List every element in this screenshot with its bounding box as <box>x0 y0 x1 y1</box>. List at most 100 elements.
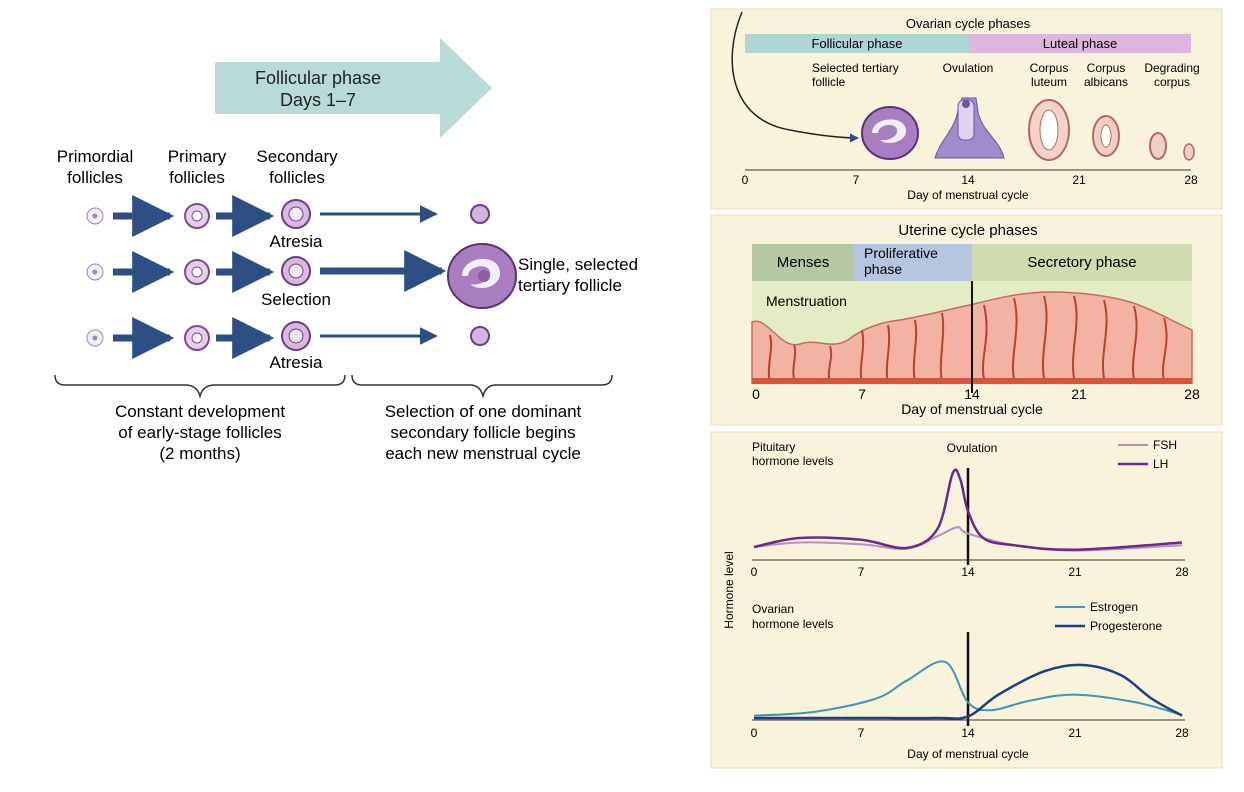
hormone-panel: Hormone level Pituitary hormone levels O… <box>710 431 1223 769</box>
pituitary-tick: 0 <box>751 565 758 579</box>
atretic-follicle <box>470 204 490 224</box>
ovarian-legend: Estrogen Progesterone <box>1055 600 1162 633</box>
ovarian-tick: 7 <box>853 173 860 187</box>
luteal-phase-label: Luteal phase <box>1043 36 1117 51</box>
corpus-luteum-label-1: Corpus <box>1030 61 1069 75</box>
ovarian-tick: 14 <box>961 173 975 187</box>
pituitary-legend: FSH LH <box>1118 438 1177 471</box>
estrogen-line <box>753 660 1183 717</box>
corpus-luteum-illustration <box>1028 99 1070 161</box>
legend-progesterone: Progesterone <box>1090 619 1162 633</box>
selection-label: Selection <box>261 290 331 309</box>
ovarian-cycle-panel: Ovarian cycle phases Follicular phase Lu… <box>710 8 1223 210</box>
uterine-tick: 21 <box>1071 386 1087 402</box>
secondary-label-1: Secondary <box>256 147 338 166</box>
pituitary-tick: 7 <box>858 565 865 579</box>
legend-lh: LH <box>1153 457 1168 471</box>
uterine-title: Uterine cycle phases <box>898 222 1037 239</box>
ovulation-illustration <box>934 97 1005 159</box>
secretory-bar <box>972 244 1192 281</box>
lh-line <box>753 468 1183 551</box>
primary-label-2: follicles <box>169 168 225 187</box>
follicular-phase-label: Follicular phase <box>811 36 902 51</box>
tertiary-label-2: tertiary follicle <box>518 276 622 295</box>
ovarian-tick: 21 <box>1072 173 1086 187</box>
menses-bar <box>752 244 854 281</box>
ovarian-hormone-tick: 14 <box>961 726 975 740</box>
ovarian-title: Ovarian cycle phases <box>906 16 1031 31</box>
uterine-xlabel: Day of menstrual cycle <box>901 401 1043 417</box>
atresia-label-bottom: Atresia <box>270 353 323 372</box>
tertiary-follicle <box>447 243 517 309</box>
ovarian-hormone-label-2: hormone levels <box>752 617 833 631</box>
atretic-follicle <box>470 326 490 346</box>
ovarian-hormone-tick: 7 <box>858 726 865 740</box>
primary-label-1: Primary <box>168 147 227 166</box>
brace-left <box>54 374 346 399</box>
ovarian-hormone-series <box>753 660 1183 720</box>
progesterone-line <box>754 663 1183 720</box>
ovarian-hormone-tick: 0 <box>751 726 758 740</box>
follicle-row-3: Atresia <box>86 317 490 372</box>
follicle-row-1: Atresia <box>86 195 490 251</box>
caption-right-3: each new menstrual cycle <box>385 444 581 463</box>
corpus-albicans-label-1: Corpus <box>1087 61 1126 75</box>
follicular-phase-bar <box>745 34 969 53</box>
primordial-label-1: Primordial <box>57 147 134 166</box>
atresia-label-top: Atresia <box>270 232 323 251</box>
left-follicle-panel: Follicular phase Days 1–7 Primordial fol… <box>54 38 638 463</box>
uterine-cycle-panel: Uterine cycle phases Menses Proliferativ… <box>710 214 1223 426</box>
proliferative-bar <box>854 244 972 281</box>
caption-right-2: secondary follicle begins <box>390 423 575 442</box>
pituitary-ovulation-label: Ovulation <box>947 441 998 455</box>
caption-left-2: of early-stage follicles <box>118 423 281 442</box>
menses-label: Menses <box>777 254 830 271</box>
tertiary-label-1: Single, selected <box>518 255 638 274</box>
curved-arrow <box>731 11 859 143</box>
ovarian-hormone-tick: 21 <box>1068 726 1082 740</box>
uterine-tick: 28 <box>1184 386 1200 402</box>
pituitary-tick: 21 <box>1068 565 1082 579</box>
corpus-luteum-label-2: luteum <box>1031 75 1067 89</box>
ovulation-stage-label: Ovulation <box>943 61 994 75</box>
legend-estrogen: Estrogen <box>1090 600 1138 614</box>
pituitary-series <box>753 468 1183 552</box>
ovarian-hormone-label-1: Ovarian <box>752 602 794 616</box>
pituitary-label-2: hormone levels <box>752 454 833 468</box>
caption-left-3: (2 months) <box>159 444 240 463</box>
follicular-phase-arrow-line2: Days 1–7 <box>280 90 356 110</box>
hormone-xlabel: Day of menstrual cycle <box>907 747 1029 761</box>
secondary-label-2: follicles <box>269 168 325 187</box>
secretory-label: Secretory phase <box>1027 254 1136 271</box>
menstruation-label: Menstruation <box>766 293 847 309</box>
uterine-tick: 7 <box>858 386 866 402</box>
proliferative-label-2: phase <box>864 261 902 277</box>
follicular-phase-arrow <box>215 38 492 138</box>
tertiary-follicle-illustration <box>861 106 919 160</box>
ovarian-hormone-tick: 28 <box>1175 726 1189 740</box>
selected-follicle-label-1: Selected tertiary <box>812 61 899 75</box>
caption-left-1: Constant development <box>115 402 285 421</box>
brace-right <box>351 374 613 399</box>
follicular-phase-arrow-line1: Follicular phase <box>255 68 381 88</box>
ovarian-tick: 28 <box>1184 173 1198 187</box>
degrading-corpus-label-1: Degrading <box>1144 61 1199 75</box>
ovarian-xlabel: Day of menstrual cycle <box>907 188 1029 202</box>
pituitary-label-1: Pituitary <box>752 440 795 454</box>
uterine-tick: 14 <box>964 386 980 402</box>
pituitary-tick: 28 <box>1175 565 1189 579</box>
legend-fsh: FSH <box>1153 438 1177 452</box>
proliferative-label-1: Proliferative <box>864 245 938 261</box>
endometrial-glands <box>767 295 1168 384</box>
primordial-label-2: follicles <box>67 168 123 187</box>
corpus-albicans-label-2: albicans <box>1084 75 1128 89</box>
follicle-row-2: Single, selected tertiary follicle Selec… <box>86 243 638 309</box>
selected-follicle-label-2: follicle <box>812 75 846 89</box>
luteal-phase-bar <box>969 34 1191 53</box>
uterine-tick: 0 <box>752 386 760 402</box>
ovarian-tick: 0 <box>742 173 749 187</box>
pituitary-tick: 14 <box>961 565 975 579</box>
degrading-corpus-label-2: corpus <box>1154 75 1190 89</box>
degrading-corpus-illustration <box>1149 132 1195 161</box>
